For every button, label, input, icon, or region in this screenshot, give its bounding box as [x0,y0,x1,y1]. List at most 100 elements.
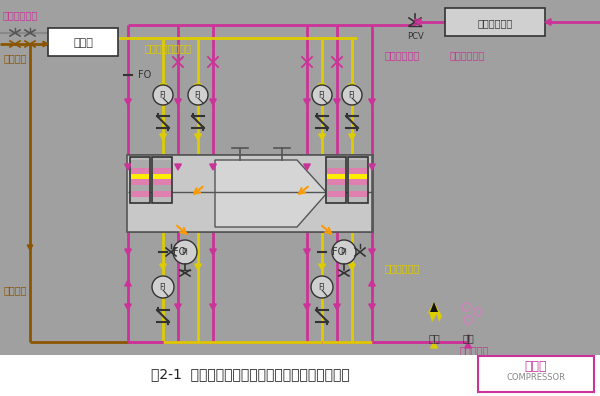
Polygon shape [368,164,376,170]
Text: 压缩机: 压缩机 [525,360,547,373]
Polygon shape [465,342,472,348]
Polygon shape [210,304,217,310]
Polygon shape [334,249,340,255]
Polygon shape [43,41,48,47]
FancyArrowPatch shape [322,226,331,234]
Bar [327,185,345,191]
Polygon shape [334,99,340,105]
Bar [128,155,373,232]
Bar [478,356,594,392]
Polygon shape [304,164,310,170]
Bar [131,168,149,174]
Text: COMPRESSOR: COMPRESSOR [506,373,566,381]
Bar [349,191,367,197]
Polygon shape [194,84,202,90]
Bar [327,179,345,185]
Text: 管网中压氮气: 管网中压氮气 [3,10,38,20]
Polygon shape [160,134,166,140]
Polygon shape [415,19,421,25]
Polygon shape [368,280,376,286]
Polygon shape [368,249,376,255]
Text: FI: FI [349,91,355,99]
Text: 火炬: 火炬 [428,333,440,343]
Text: 管网低压氮气: 管网低压氮气 [450,50,485,60]
Polygon shape [175,249,181,255]
Polygon shape [304,304,310,310]
Polygon shape [210,99,217,105]
Bar [131,160,149,168]
Polygon shape [175,164,181,170]
Text: FI: FI [319,282,325,291]
Text: 工艺气去火炬: 工艺气去火炬 [385,263,420,273]
Polygon shape [160,84,166,90]
Bar [152,157,172,203]
Text: 过滤后的氮气: 过滤后的氮气 [385,50,420,60]
Polygon shape [430,302,438,312]
Text: FO: FO [173,247,186,257]
Bar [131,185,149,191]
Text: 放空: 放空 [462,333,474,343]
Circle shape [332,240,356,264]
Polygon shape [210,249,217,255]
Bar [0,355,600,396]
Bar [153,191,171,197]
Text: FO: FO [138,70,151,80]
Bar [153,174,171,179]
Polygon shape [304,249,310,255]
Text: 氮气去大气: 氮气去大气 [460,345,490,355]
Circle shape [312,85,332,105]
Polygon shape [334,304,340,310]
Text: 过滤器: 过滤器 [73,38,93,48]
Polygon shape [349,84,355,90]
Bar [153,160,171,168]
Bar [131,191,149,197]
Polygon shape [349,134,355,140]
Text: 工艺气体: 工艺气体 [4,53,28,63]
Text: PI: PI [182,248,188,257]
Bar [130,157,150,203]
Polygon shape [368,304,376,310]
Text: FI: FI [160,282,166,291]
Polygon shape [125,99,131,105]
Bar [349,185,367,191]
Text: FO: FO [332,247,345,257]
Polygon shape [160,264,166,270]
Polygon shape [426,302,442,322]
Bar [445,8,545,36]
Bar [349,168,367,174]
Bar [153,185,171,191]
Polygon shape [215,160,327,227]
Polygon shape [175,304,181,310]
Text: FI: FI [319,91,325,99]
Bar [131,174,149,179]
Bar [327,168,345,174]
Bar [153,168,171,174]
Circle shape [173,240,197,264]
Text: 过滤后的工艺气体: 过滤后的工艺气体 [145,43,192,53]
FancyArrowPatch shape [177,226,186,234]
Text: 图2-1  某离心式压缩机机组干气密封系统流程简图: 图2-1 某离心式压缩机机组干气密封系统流程简图 [151,367,349,381]
Bar [349,179,367,185]
Polygon shape [319,84,325,90]
Circle shape [188,85,208,105]
Polygon shape [125,304,131,310]
Bar [326,157,346,203]
Text: PCV: PCV [407,32,424,40]
Circle shape [342,85,362,105]
Bar [349,174,367,179]
Polygon shape [125,164,131,170]
Polygon shape [125,280,131,286]
Polygon shape [349,264,355,270]
FancyArrowPatch shape [299,187,308,194]
Polygon shape [210,164,217,170]
Text: PI: PI [341,248,347,257]
Bar [153,179,171,185]
Polygon shape [319,134,325,140]
Bar [327,174,345,179]
Polygon shape [27,245,33,250]
Text: 工艺气体: 工艺气体 [4,285,28,295]
Polygon shape [545,19,551,25]
Text: 隔离气过滤器: 隔离气过滤器 [478,18,512,28]
Text: FI: FI [194,91,202,99]
FancyArrowPatch shape [194,187,203,194]
